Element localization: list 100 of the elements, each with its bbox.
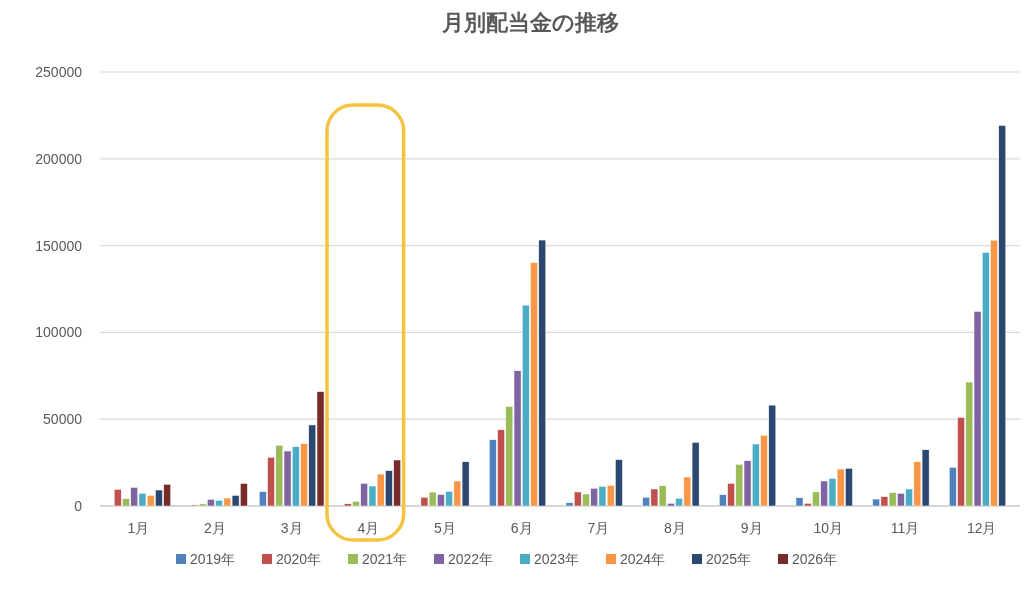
bar: [259, 491, 267, 507]
y-tick-label: 100000: [35, 324, 83, 341]
bar: [343, 503, 352, 507]
bar: [880, 496, 889, 507]
bar: [316, 391, 325, 507]
bar: [820, 480, 828, 507]
x-tick-label: 2月: [204, 520, 226, 536]
bar: [921, 449, 930, 507]
bar: [615, 459, 623, 507]
y-tick-label: 200000: [35, 150, 83, 167]
bar: [530, 262, 538, 507]
y-tick-label: 150000: [35, 237, 83, 254]
bar: [590, 488, 598, 507]
bar: [752, 443, 760, 507]
bar: [743, 460, 752, 507]
bar: [905, 488, 913, 507]
bar: [240, 483, 248, 507]
bar: [393, 459, 401, 507]
bar: [385, 470, 393, 507]
bar: [812, 491, 820, 507]
legend-label: 2026年: [792, 551, 838, 567]
bar: [163, 484, 171, 507]
x-tick-label: 7月: [587, 520, 610, 536]
bar: [691, 442, 700, 507]
bar: [845, 468, 853, 507]
legend-label: 2023年: [534, 551, 580, 567]
bar: [376, 473, 385, 507]
legend-label: 2020年: [276, 551, 322, 567]
bar: [445, 491, 453, 507]
bar: [598, 486, 607, 507]
legend-label: 2025年: [706, 551, 752, 567]
bar: [428, 491, 437, 507]
x-tick-label: 5月: [434, 520, 456, 536]
bar: [538, 239, 547, 507]
y-tick-label: 250000: [35, 64, 83, 80]
bar: [828, 478, 837, 507]
bar: [795, 497, 804, 507]
bar: [146, 495, 155, 507]
x-tick-label: 1月: [127, 520, 150, 536]
bar: [760, 435, 768, 507]
x-tick-label: 4月: [357, 520, 380, 536]
bar: [872, 498, 880, 507]
bar: [727, 483, 735, 507]
bar: [658, 485, 667, 507]
bar: [573, 491, 582, 507]
bar: [308, 424, 317, 507]
bar: [522, 304, 530, 507]
bar: [897, 493, 905, 507]
bar: [990, 239, 998, 507]
x-tick-label: 12月: [966, 520, 997, 536]
legend-label: 2022年: [448, 551, 494, 567]
x-tick-label: 8月: [664, 520, 686, 536]
bar: [957, 417, 965, 507]
bar: [267, 457, 275, 507]
bar: [565, 502, 574, 507]
bar: [368, 485, 377, 507]
bar: [130, 487, 138, 507]
bar: [949, 467, 957, 507]
bar: [155, 489, 163, 507]
bar: [719, 494, 727, 507]
bar: [982, 252, 990, 507]
bar: [360, 483, 368, 507]
bar: [650, 488, 659, 507]
bar: [223, 497, 232, 507]
bar: [113, 489, 122, 507]
bar: [803, 503, 812, 507]
x-tick-label: 6月: [510, 520, 533, 536]
bar: [965, 381, 974, 507]
bar: [215, 500, 223, 507]
bar: [582, 493, 590, 507]
y-tick-label: 50000: [43, 411, 83, 428]
bar: [198, 503, 207, 507]
bar: [675, 498, 683, 507]
bar: [275, 444, 284, 507]
bar: [513, 370, 522, 507]
bar: [683, 476, 692, 507]
bar: [913, 461, 922, 507]
bar: [461, 461, 470, 507]
bar: [489, 439, 497, 507]
bar: [606, 485, 615, 507]
legend-label: 2019年: [190, 551, 236, 567]
bar: [292, 446, 300, 507]
bar: [138, 493, 147, 507]
y-tick-label: 0: [74, 498, 83, 514]
bar: [888, 492, 897, 507]
bar: [998, 125, 1007, 507]
bar: [768, 404, 777, 507]
chart-title: 月別配当金の推移: [440, 10, 619, 35]
legend-label: 2024年: [620, 551, 666, 567]
legend-label: 2021年: [362, 551, 408, 567]
x-tick-label: 9月: [740, 520, 763, 536]
bar: [231, 495, 240, 507]
bar: [283, 450, 292, 507]
bar: [497, 429, 505, 507]
bar: [667, 503, 675, 507]
x-tick-label: 10月: [813, 520, 844, 536]
bar: [973, 311, 982, 507]
bar: [505, 406, 514, 507]
x-tick-label: 11月: [890, 520, 920, 536]
bar: [420, 497, 429, 507]
